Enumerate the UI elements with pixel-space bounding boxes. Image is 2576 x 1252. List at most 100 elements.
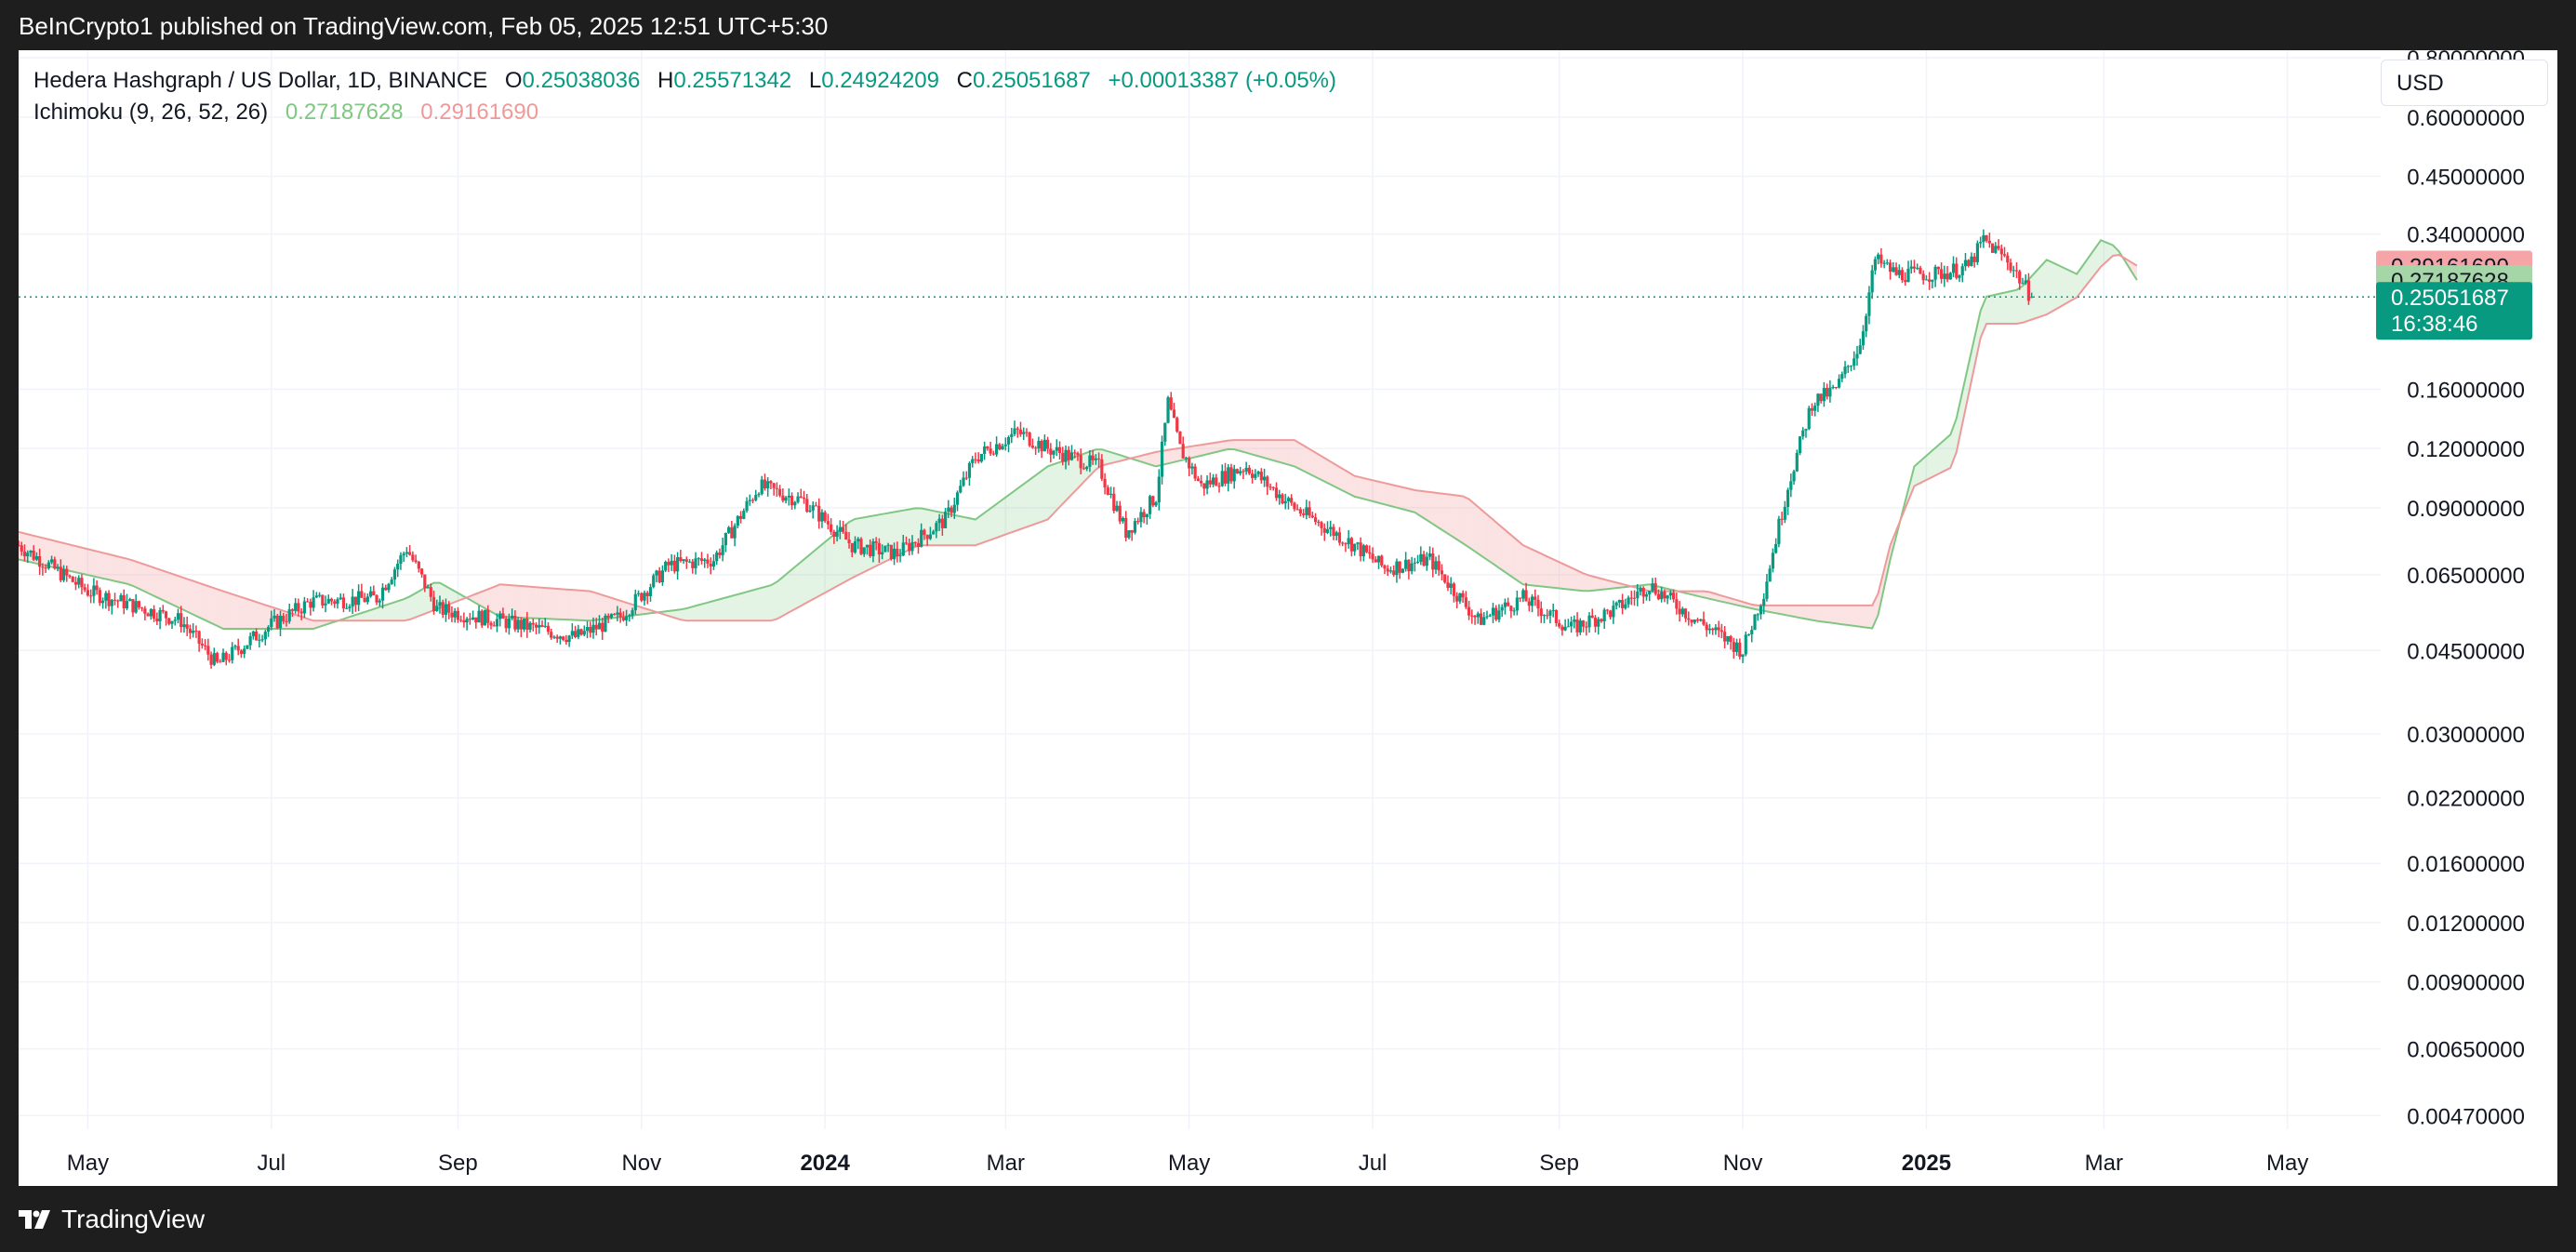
candle-body [1244,467,1248,472]
cloud-segment [1607,579,1613,590]
candle-body [1103,478,1107,488]
candle-body [1668,593,1672,596]
candle-body [1464,597,1467,607]
candle-body [1924,279,1929,281]
cloud-segment [229,593,235,629]
candle-body [552,636,556,638]
candle-body [1449,583,1453,588]
candle-body [179,613,183,628]
candle-body [1127,530,1131,539]
cloud-segment [1932,445,1939,477]
candle-body [881,552,884,555]
x-tick-label: Sep [1539,1151,1579,1176]
candle-body [1551,609,1555,611]
cloud-segment [1174,447,1180,462]
candle-body [294,603,298,611]
candle-body [1169,397,1173,410]
candle-body [1906,268,1910,283]
candle-body [1985,235,1988,241]
candle-body [326,598,330,604]
candle-body [2002,254,2007,256]
price-axis[interactable]: 0.800000000.600000000.450000000.34000000… [2376,50,2532,1129]
candle-body [221,652,225,662]
candle-body [1587,615,1591,628]
candle-body [1892,267,1895,273]
price-chart[interactable]: 0.800000000.600000000.450000000.34000000… [19,50,2557,1186]
candle-body [119,594,123,602]
y-tick-label: 0.60000000 [2407,106,2525,131]
candle-body [1774,543,1778,553]
candle-body [621,617,625,620]
cloud-segment [981,510,988,543]
candle-body [1274,487,1279,499]
candle-body [577,629,580,637]
candle-body [1001,446,1004,450]
x-tick-label: 2024 [800,1151,850,1176]
candle-body [248,636,252,646]
candle-body [1266,476,1269,487]
candle-body [1034,447,1038,449]
tradingview-logo[interactable]: TradingView [19,1205,205,1234]
candle-body [1813,406,1817,411]
candle-body [1524,590,1528,602]
candle-body [1897,270,1901,275]
candle-body [200,643,204,646]
cloud-segment [1222,440,1228,451]
cloud-segment [1361,477,1367,500]
open-value: 0.25038036 [522,68,641,93]
symbol-title[interactable]: Hedera Hashgraph / US Dollar, 1D, BINANC… [33,68,488,93]
candle-body [104,593,108,601]
candle-body [1798,436,1802,454]
candle-body [1746,633,1751,635]
cloud-segment [1481,509,1488,560]
cloud-segment [1042,466,1048,522]
candle-body [874,541,878,543]
candle-body [309,601,312,608]
candle-body [721,545,724,555]
cloud-segment [475,591,483,607]
candle-body [158,609,162,621]
candle-body [1831,386,1835,388]
candle-body [1383,566,1387,569]
cloud-segment [1342,468,1349,494]
currency-selector[interactable]: USD [2381,60,2548,106]
cloud-segment [1149,451,1157,467]
cloud-segment [1829,605,1837,624]
cloud-segment [1794,605,1800,619]
indicator-title[interactable]: Ichimoku (9, 26, 52, 26) [33,100,269,125]
candle-body [197,631,201,644]
candle-body [1660,592,1664,600]
candle-body [290,609,295,611]
candle-body [1717,627,1720,631]
cloud-segment [144,564,152,595]
candle-body [1699,619,1703,621]
cloud-segment [1487,514,1494,565]
candle-body [769,481,773,484]
cloud-segment [1047,464,1055,520]
candle-body [760,479,764,495]
cloud-segment [1384,483,1391,507]
candle-body [483,609,487,626]
cloud-segment [379,605,386,621]
time-axis[interactable]: May Jul Sep Nov 2024 Mar May Jul Sep Nov 2025 Mar Ma… [67,1151,2309,1176]
last-candle-body [2030,297,2034,299]
candle-body [859,539,863,554]
candle-body [146,613,150,617]
candle-body [1885,262,1889,264]
cloud-segment [1059,460,1067,508]
candle-body [538,625,541,628]
cloud-segment [416,589,422,618]
cloud-segment [626,602,633,617]
span-b-value: 0.29161690 [420,100,539,125]
candle-body [1750,630,1754,634]
candle-body [380,587,385,601]
candle-body [368,591,373,597]
candle-body [1558,622,1561,627]
candle-body [453,610,457,618]
cloud-segment [518,585,524,619]
candle-body [61,568,66,580]
cloud-segment [1998,292,2005,324]
candle-body [1882,262,1886,264]
candle-body [1816,393,1820,406]
cloud-segment [1775,605,1783,615]
